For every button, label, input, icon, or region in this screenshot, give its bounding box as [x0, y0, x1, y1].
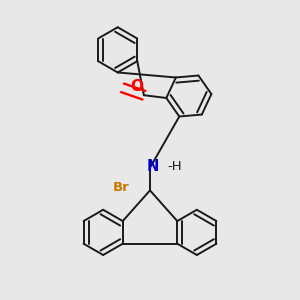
Text: Br: Br: [112, 181, 129, 194]
Text: O: O: [130, 79, 144, 94]
Text: N: N: [147, 159, 159, 174]
Text: -H: -H: [168, 160, 182, 173]
